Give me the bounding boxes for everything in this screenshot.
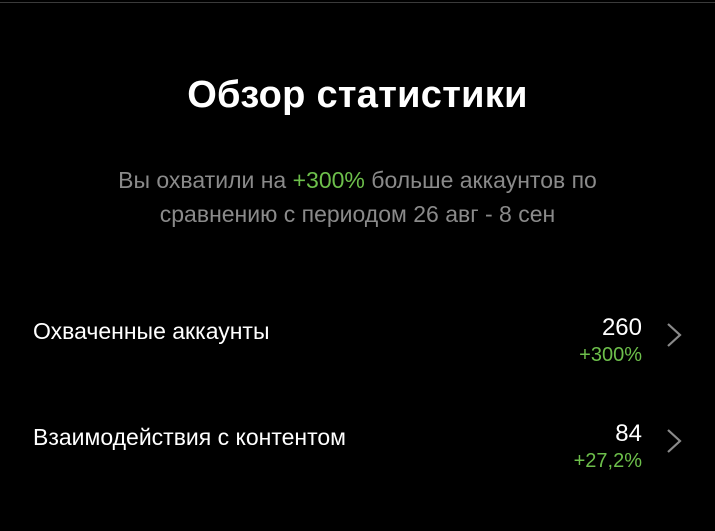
metric-row-content-interactions[interactable]: Взаимодействия с контентом 84 +27,2% <box>0 420 715 494</box>
metric-delta: +27,2% <box>573 450 642 472</box>
metric-row-accounts-reached[interactable]: Охваченные аккаунты 260 +300% <box>0 314 715 388</box>
summary-after: больше аккаунтов по сравнению с периодом… <box>159 167 597 227</box>
metric-label: Взаимодействия с контентом <box>33 424 346 450</box>
metric-label: Охваченные аккаунты <box>33 318 270 344</box>
summary-highlight: +300% <box>292 167 365 193</box>
metric-value: 84 <box>615 420 642 447</box>
summary-text: Вы охватили на +300% больше аккаунтов по… <box>60 163 655 231</box>
top-divider <box>0 2 715 3</box>
chevron-right-icon <box>667 429 682 453</box>
metric-value: 260 <box>601 314 642 341</box>
metric-delta: +300% <box>579 344 642 366</box>
chevron-right-icon <box>667 323 682 347</box>
page-title: Обзор статистики <box>187 74 528 116</box>
summary-before: Вы охватили на <box>118 167 293 193</box>
